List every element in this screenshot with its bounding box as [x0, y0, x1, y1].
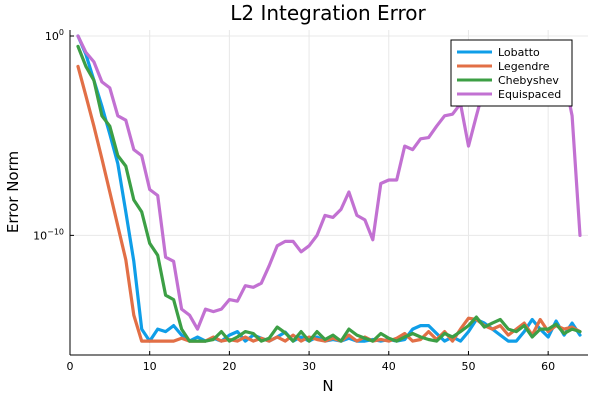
x-tick-label: 20 — [222, 360, 236, 373]
x-tick-label: 0 — [67, 360, 74, 373]
x-tick-label: 60 — [541, 360, 555, 373]
legend-label: Legendre — [498, 60, 550, 73]
x-tick-label: 50 — [461, 360, 475, 373]
legend-label: Equispaced — [498, 88, 561, 101]
y-tick-exponent: 0 — [59, 28, 64, 37]
series-line-chebyshev — [76, 44, 582, 343]
x-tick-label: 10 — [143, 360, 157, 373]
legend-label: Lobatto — [498, 46, 540, 59]
chart-title: L2 Integration Error — [230, 1, 426, 25]
y-tick-label: 10−10 — [33, 227, 64, 242]
y-tick-base: 10 — [33, 229, 47, 242]
y-axis-label: Error Norm — [4, 151, 22, 233]
y-tick-exponent: −10 — [47, 227, 64, 236]
x-tick-label: 30 — [302, 360, 316, 373]
x-tick-label: 40 — [382, 360, 396, 373]
y-tick-label: 100 — [45, 28, 64, 43]
legend-label: Chebyshev — [498, 74, 559, 87]
y-tick-base: 10 — [45, 30, 59, 43]
x-axis-label: N — [322, 377, 333, 395]
series-line-legendre — [76, 64, 582, 343]
